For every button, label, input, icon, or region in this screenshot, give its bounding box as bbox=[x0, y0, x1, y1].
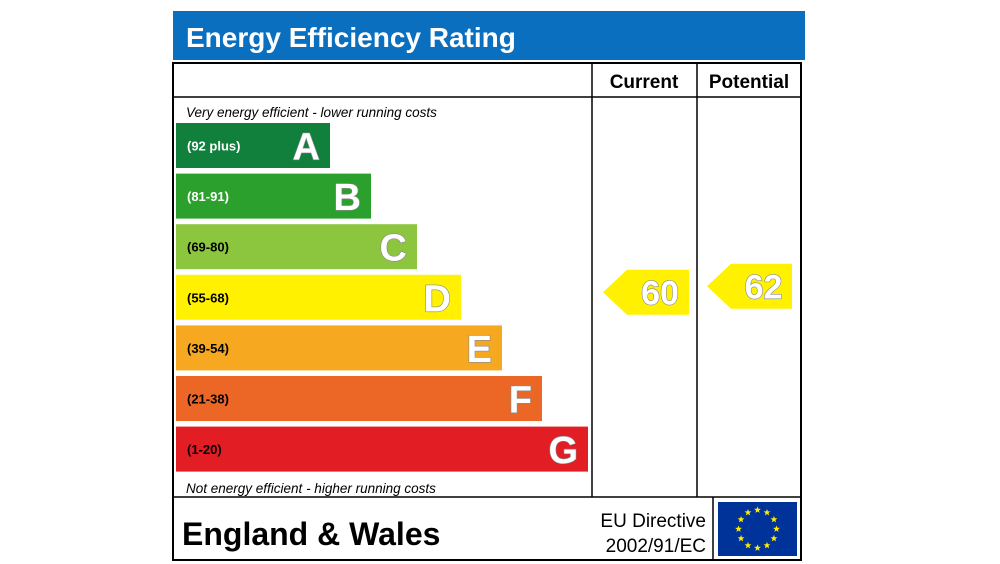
rating-bands: (92 plus) A (81-91) B (69-80) C (55-68) D (39-54… bbox=[176, 123, 588, 473]
directive-line-2: 2002/91/EC bbox=[606, 536, 706, 557]
eu-star-icon bbox=[754, 506, 761, 513]
band-b-range: (81-91) bbox=[187, 189, 229, 204]
band-g-letter: G bbox=[548, 430, 578, 472]
eu-star-icon bbox=[754, 544, 761, 551]
chart-frame bbox=[172, 62, 802, 561]
band-a-range: (92 plus) bbox=[187, 139, 240, 154]
band-c-range: (69-80) bbox=[187, 240, 229, 255]
band-g-bar bbox=[176, 426, 588, 472]
eu-flag-icon bbox=[718, 502, 797, 556]
current-rating-value: 60 bbox=[641, 274, 679, 312]
directive-line-1: EU Directive bbox=[600, 511, 706, 532]
region-label: England & Wales bbox=[182, 516, 440, 552]
band-b-bar bbox=[176, 173, 371, 219]
potential-rating-arrow bbox=[707, 263, 792, 309]
band-d-letter: D bbox=[424, 278, 451, 320]
rating-arrows: 60 62 bbox=[603, 263, 792, 315]
eu-star-icon bbox=[744, 508, 752, 516]
band-d-range: (55-68) bbox=[187, 290, 229, 305]
eu-star-icon bbox=[763, 541, 771, 549]
band-e-letter: E bbox=[467, 329, 492, 371]
eu-star-icon bbox=[737, 515, 745, 523]
eu-star-icon bbox=[770, 534, 778, 542]
potential-column-header: Potential bbox=[709, 72, 789, 93]
eu-star-icon bbox=[763, 508, 771, 516]
eu-star-icon bbox=[773, 525, 780, 532]
band-f-letter: F bbox=[509, 380, 532, 422]
band-f-range: (21-38) bbox=[187, 392, 229, 407]
header-bar bbox=[173, 11, 805, 60]
current-column-header: Current bbox=[610, 72, 679, 93]
band-f-bar bbox=[176, 376, 542, 421]
eu-star-icon bbox=[735, 525, 742, 532]
potential-rating-value: 62 bbox=[745, 268, 783, 306]
band-a-letter: A bbox=[293, 127, 320, 169]
band-b-letter: B bbox=[334, 177, 361, 219]
chart-title: Energy Efficiency Rating bbox=[186, 22, 516, 53]
band-a-bar bbox=[176, 123, 330, 168]
top-note: Very energy efficient - lower running co… bbox=[186, 105, 437, 120]
current-rating-arrow bbox=[603, 269, 689, 315]
band-e-range: (39-54) bbox=[187, 341, 229, 356]
band-c-letter: C bbox=[380, 228, 407, 270]
band-g-range: (1-20) bbox=[187, 442, 222, 457]
bottom-note: Not energy efficient - higher running co… bbox=[186, 481, 436, 496]
eu-star-icon bbox=[770, 515, 778, 523]
band-c-bar bbox=[176, 224, 417, 270]
eu-star-icon bbox=[737, 534, 745, 542]
band-d-bar bbox=[176, 274, 461, 320]
eu-star-icon bbox=[744, 541, 752, 549]
band-e-bar bbox=[176, 325, 502, 371]
